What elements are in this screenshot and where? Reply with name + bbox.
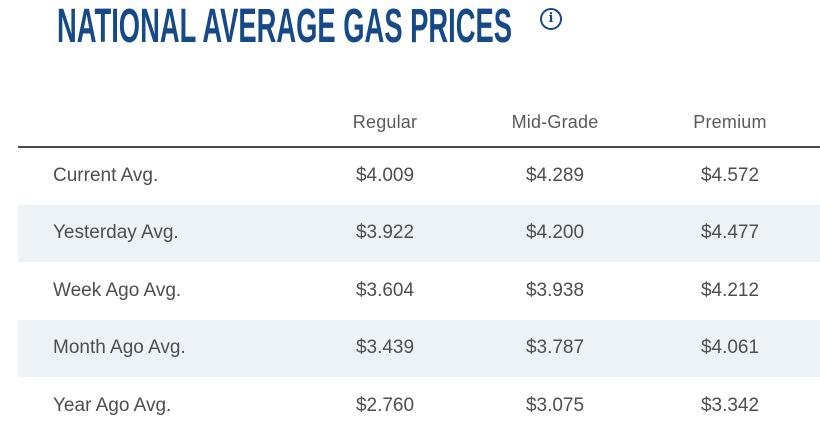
price-cell: $4.477 [700, 222, 760, 244]
row-label: Week Ago Avg. [53, 279, 182, 301]
page-title: NATIONAL AVERAGE GAS PRICES [57, 0, 513, 53]
column-header-blank [18, 103, 300, 148]
price-cell: $4.009 [355, 165, 415, 187]
table-row: Yesterday Avg. $3.922 $4.200 $4.477 [18, 204, 820, 262]
price-cell: $4.061 [700, 337, 760, 359]
row-label: Year Ago Avg. [53, 394, 172, 416]
gas-prices-table: Regular Mid-Grade Premium Current Avg. $4… [18, 103, 820, 435]
table-row: Month Ago Avg. $3.439 $3.787 $4.061 [18, 319, 820, 377]
row-label: Month Ago Avg. [53, 337, 186, 359]
table-row: Week Ago Avg. $3.604 $3.938 $4.212 [18, 262, 820, 320]
price-cell: $3.938 [525, 279, 585, 301]
table-header-row: Regular Mid-Grade Premium [18, 103, 820, 148]
info-icon[interactable]: i [540, 8, 562, 30]
price-cell: $2.760 [355, 394, 415, 416]
column-header-premium: Premium [640, 103, 820, 148]
widget-header: NATIONAL AVERAGE GAS PRICES i [0, 0, 820, 70]
price-cell: $4.572 [700, 165, 760, 187]
price-cell: $4.200 [525, 222, 585, 244]
table-row: Year Ago Avg. $2.760 $3.075 $3.342 [18, 377, 820, 435]
column-header-regular: Regular [300, 103, 470, 148]
table-body: Current Avg. $4.009 $4.289 $4.572 Yesterday … [18, 147, 820, 435]
price-cell: $3.075 [525, 394, 585, 416]
price-cell: $3.787 [525, 337, 585, 359]
row-label: Yesterday Avg. [53, 222, 179, 244]
price-cell: $4.212 [700, 279, 760, 301]
table-row: Current Avg. $4.009 $4.289 $4.572 [18, 147, 820, 205]
column-header-midgrade: Mid-Grade [470, 103, 640, 148]
row-label: Current Avg. [53, 165, 159, 187]
price-cell: $3.439 [355, 337, 415, 359]
price-cell: $4.289 [525, 165, 585, 187]
price-cell: $3.342 [700, 394, 760, 416]
price-cell: $3.922 [355, 222, 415, 244]
price-cell: $3.604 [355, 279, 415, 301]
